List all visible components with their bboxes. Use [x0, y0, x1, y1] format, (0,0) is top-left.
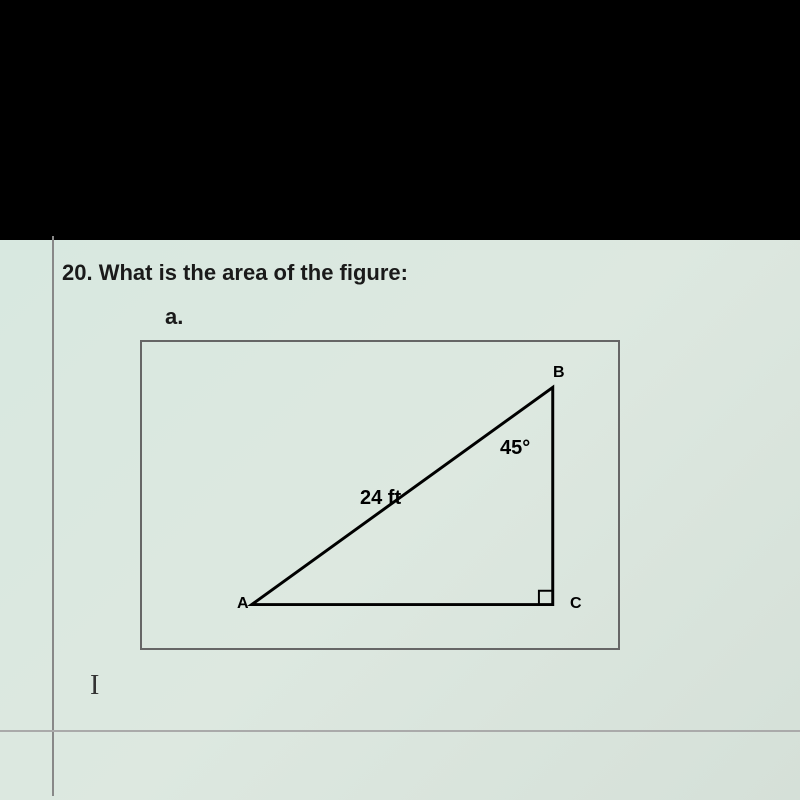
worksheet-area: 20. What is the area of the figure: a. 2… — [0, 240, 800, 800]
divider-line — [0, 730, 800, 732]
vertex-a-label: A — [237, 595, 249, 613]
triangle-path — [252, 387, 553, 604]
vertex-b-label: B — [553, 364, 565, 382]
black-header-region — [0, 0, 800, 240]
question-number: 20. — [62, 260, 93, 285]
question-title: 20. What is the area of the figure: — [62, 260, 408, 286]
right-angle-marker — [539, 591, 553, 605]
angle-label: 45° — [500, 437, 530, 460]
margin-line — [52, 236, 54, 796]
hypotenuse-label: 24 ft — [360, 487, 401, 510]
text-cursor: I — [90, 670, 99, 702]
figure-container: 24 ft 45° A B C — [140, 340, 620, 650]
vertex-c-label: C — [570, 595, 582, 613]
question-prompt: What is the area of the figure: — [99, 260, 408, 285]
part-label: a. — [165, 304, 183, 330]
